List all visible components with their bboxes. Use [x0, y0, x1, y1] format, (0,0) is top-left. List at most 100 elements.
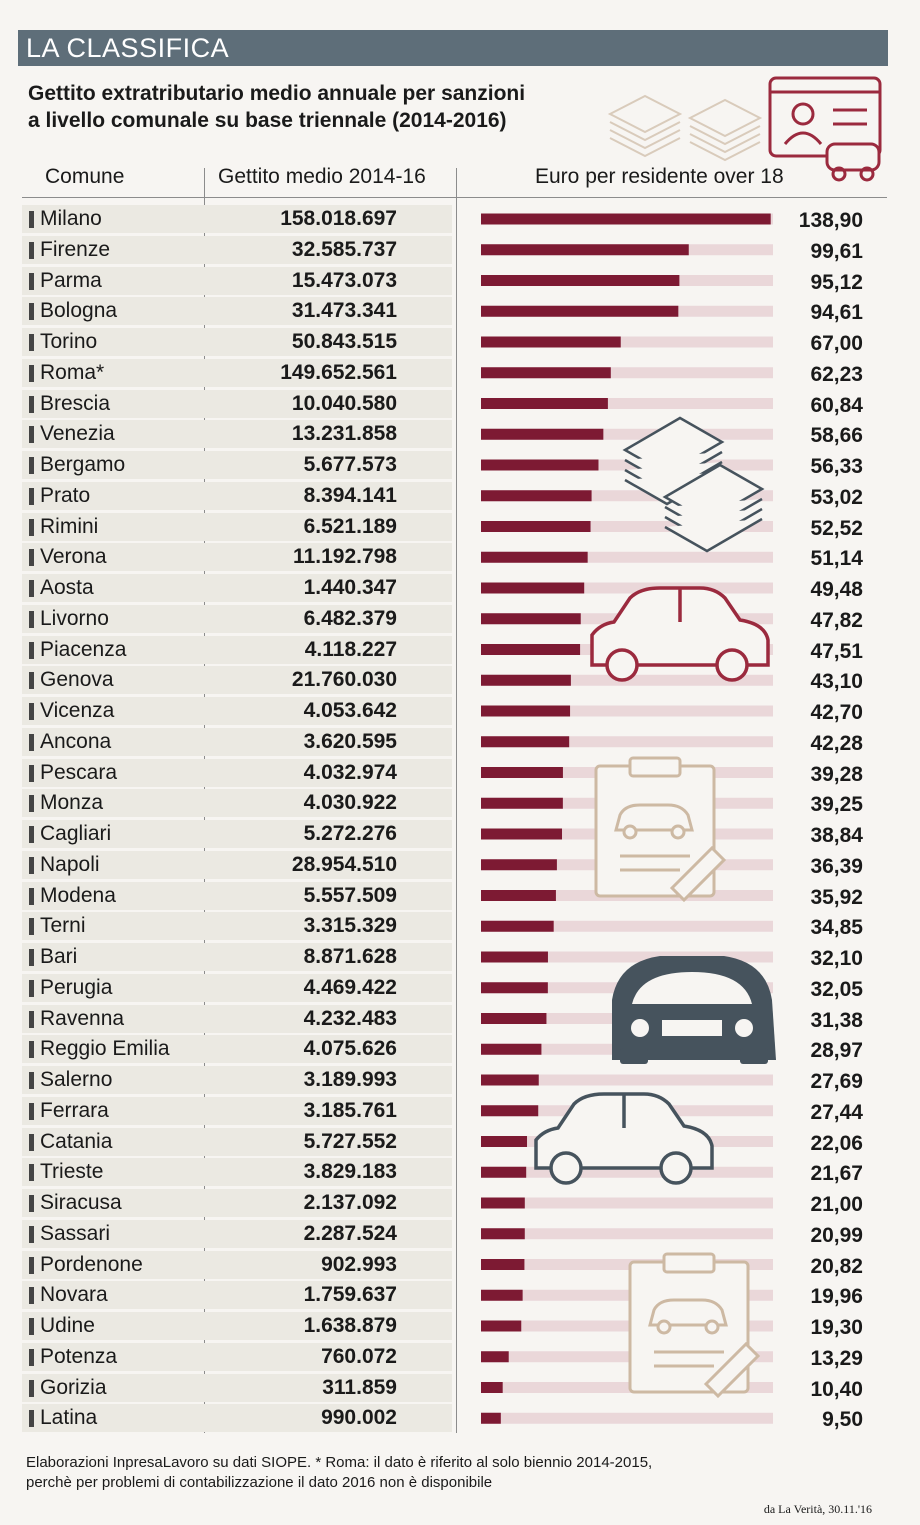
bar-milano: [481, 213, 771, 225]
data-label: 28,97: [810, 1039, 863, 1063]
row-band: [22, 1219, 452, 1248]
row-band: [22, 943, 452, 971]
city-name: Brescia: [40, 391, 111, 415]
revenue-amount: 11.192.798: [293, 545, 397, 569]
city-name: Cagliari: [40, 822, 112, 845]
column-header-amount: Gettito medio 2014-16: [218, 165, 426, 188]
table-row: Perugia 4.469.422: [22, 973, 787, 1002]
row-marker: [29, 211, 34, 228]
money-stack-icon: [687, 98, 763, 162]
row-band: [22, 1127, 452, 1156]
row-band: [22, 389, 452, 418]
revenue-amount: 6.521.189: [303, 514, 397, 538]
row-band: [22, 1404, 452, 1433]
row-marker: [29, 1164, 34, 1182]
table-row: Sassari 2.287.524: [22, 1219, 787, 1248]
bar-track: [481, 920, 773, 932]
row-band: [22, 451, 452, 479]
money-stack-icon: [607, 94, 683, 158]
bar-track: [481, 1289, 773, 1301]
city-name: Sassari: [40, 1221, 111, 1245]
revenue-amount: 149.652.561: [280, 360, 397, 384]
row-marker: [29, 395, 34, 413]
table-row: Trieste 3.829.183: [22, 1158, 787, 1187]
bar-terni: [481, 920, 554, 932]
row-marker: [29, 918, 34, 936]
table-row: Bergamo 5.677.573: [22, 451, 787, 479]
revenue-amount: 10.040.580: [291, 391, 397, 415]
table-row: Vicenza 4.053.642: [22, 697, 787, 725]
row-marker: [29, 487, 34, 505]
bar-brescia: [481, 398, 608, 409]
row-band: [22, 1158, 452, 1187]
row-band: [22, 789, 452, 818]
bar-track: [481, 1412, 773, 1424]
bar-cagliari: [481, 828, 563, 840]
city-name: Torino: [40, 330, 98, 353]
data-label: 62,23: [810, 362, 863, 386]
revenue-amount: 3.185.761: [303, 1098, 397, 1122]
table-row: Ravenna 4.232.483: [22, 1004, 787, 1033]
row-band: [22, 1004, 452, 1033]
revenue-amount: 8.394.141: [303, 483, 397, 507]
table-row: Pescara 4.032.974: [22, 758, 787, 787]
city-name: Bergamo: [40, 453, 126, 476]
row-band: [22, 420, 452, 449]
data-label: 67,00: [810, 332, 863, 355]
city-name: Novara: [40, 1283, 108, 1307]
data-label: 38,84: [810, 824, 863, 847]
revenue-amount: 2.287.524: [303, 1221, 397, 1245]
row-band: [22, 1281, 452, 1310]
table-row: Ferrara 3.185.761: [22, 1096, 787, 1125]
bar-track: [481, 1074, 773, 1086]
city-name: Genova: [40, 668, 114, 692]
row-marker: [29, 733, 34, 751]
row-marker: [29, 364, 34, 382]
revenue-amount: 13.231.858: [291, 422, 397, 446]
row-band: [22, 820, 452, 848]
row-band: [22, 297, 452, 326]
revenue-amount: 1.759.637: [303, 1283, 397, 1307]
table-row: Ancona 3.620.595: [22, 727, 787, 756]
revenue-amount: 31.473.341: [291, 299, 397, 323]
table-row: Siracusa 2.137.092: [22, 1189, 787, 1217]
row-band: [22, 850, 452, 879]
bar-track: [481, 705, 773, 717]
table-row: Prato 8.394.141: [22, 481, 787, 510]
revenue-amount: 3.620.595: [303, 729, 397, 753]
bar-bari: [481, 951, 548, 963]
revenue-amount: 1.638.879: [303, 1314, 397, 1337]
bar-novara: [481, 1289, 523, 1301]
header-illustration: [607, 76, 882, 182]
city-name: Gorizia: [40, 1375, 107, 1399]
row-marker: [29, 1348, 34, 1366]
table-row: Terni 3.315.329: [22, 912, 787, 941]
row-band: [22, 666, 452, 695]
bar-bologna: [481, 305, 679, 317]
data-label: 35,92: [810, 885, 863, 909]
row-marker: [29, 1072, 34, 1089]
row-band: [22, 635, 452, 664]
table-row: Novara 1.759.637: [22, 1281, 787, 1310]
bar-track: [481, 1259, 773, 1270]
city-name: Potenza: [40, 1344, 118, 1368]
revenue-amount: 21.760.030: [291, 668, 397, 692]
bar-siracusa: [481, 1197, 525, 1209]
row-marker: [29, 334, 34, 351]
data-label: 19,96: [810, 1285, 863, 1309]
row-marker: [29, 764, 34, 782]
bar-track: [481, 1197, 773, 1209]
city-name: Roma*: [40, 360, 105, 384]
source-note-line-2: perchè per problemi di contabilizzazione…: [26, 1474, 493, 1491]
revenue-amount: 4.075.626: [303, 1037, 397, 1061]
city-name: Ravenna: [40, 1006, 125, 1030]
data-label: 94,61: [810, 301, 863, 325]
table-row: Venezia 13.231.858: [22, 420, 787, 449]
row-marker: [29, 979, 34, 997]
source-note: Elaborazioni InpresaLavoro su dati SIOPE…: [26, 1453, 706, 1493]
bar-salerno: [481, 1074, 539, 1086]
revenue-amount: 8.871.628: [303, 945, 397, 968]
row-band: [22, 481, 452, 510]
revenue-amount: 5.272.276: [303, 822, 397, 845]
row-band: [22, 973, 452, 1002]
